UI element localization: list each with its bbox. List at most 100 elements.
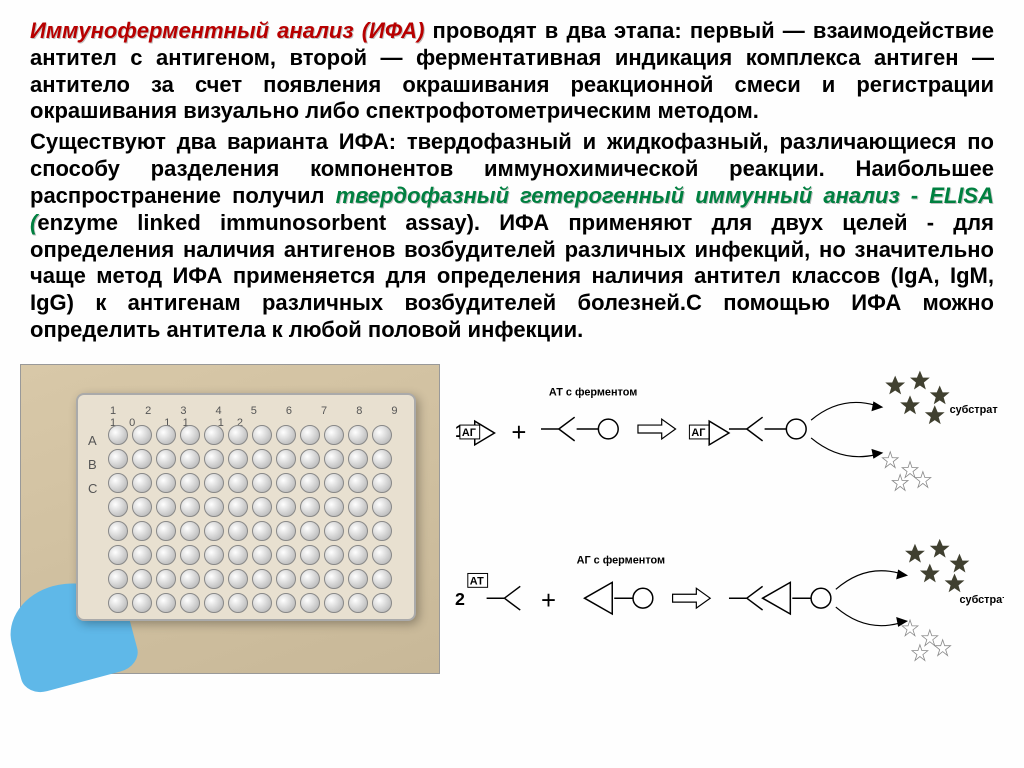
well	[228, 521, 248, 541]
well	[300, 593, 320, 613]
well	[276, 425, 296, 445]
well	[300, 473, 320, 493]
well	[324, 473, 344, 493]
row-a: A	[88, 429, 97, 453]
well	[132, 545, 152, 565]
well	[276, 545, 296, 565]
well	[132, 473, 152, 493]
well	[348, 521, 368, 541]
diagram-svg: 1 АГ + АТ с ферментом АГ	[450, 364, 1004, 684]
well	[348, 593, 368, 613]
well	[108, 425, 128, 445]
well	[180, 593, 200, 613]
well	[228, 545, 248, 565]
well	[132, 497, 152, 517]
well	[108, 593, 128, 613]
row2-ag-enzyme: АГ с ферментом	[577, 555, 665, 567]
microplate-photo: 1 2 3 4 5 6 7 8 9 10 11 12 A B C	[20, 364, 440, 674]
well	[348, 545, 368, 565]
title-ifa: Иммуноферментный анализ (ИФА)	[30, 18, 424, 43]
well	[180, 449, 200, 469]
well	[324, 497, 344, 517]
well	[204, 593, 224, 613]
well	[156, 473, 176, 493]
well	[300, 521, 320, 541]
well	[156, 569, 176, 589]
row2-at: АТ	[470, 575, 484, 587]
well	[156, 425, 176, 445]
well	[276, 473, 296, 493]
well	[300, 425, 320, 445]
well	[276, 593, 296, 613]
well	[204, 569, 224, 589]
row1-substrate: субстрат	[950, 404, 999, 416]
well	[108, 497, 128, 517]
well	[132, 569, 152, 589]
well	[228, 425, 248, 445]
well	[372, 593, 392, 613]
well	[156, 449, 176, 469]
well	[252, 473, 272, 493]
well	[132, 425, 152, 445]
para2-post: enzyme linked immunosorbent assay). ИФА …	[30, 210, 994, 342]
well	[156, 545, 176, 565]
well	[324, 569, 344, 589]
well	[276, 521, 296, 541]
well	[132, 593, 152, 613]
well	[108, 521, 128, 541]
well	[180, 497, 200, 517]
well	[156, 497, 176, 517]
well	[108, 569, 128, 589]
well	[180, 569, 200, 589]
well	[180, 473, 200, 493]
plus-icon: +	[511, 419, 526, 447]
well	[252, 497, 272, 517]
well	[156, 521, 176, 541]
well	[156, 593, 176, 613]
row-b: B	[88, 453, 97, 477]
well	[204, 425, 224, 445]
row1-ag: АГ	[462, 427, 476, 439]
well	[324, 425, 344, 445]
row1-at-enzyme: АТ с ферментом	[549, 386, 637, 398]
text-content: Иммуноферментный анализ (ИФА) проводят в…	[0, 0, 1024, 358]
well	[228, 449, 248, 469]
well	[372, 545, 392, 565]
well	[252, 569, 272, 589]
well	[300, 569, 320, 589]
well	[204, 497, 224, 517]
plus-icon-2: +	[541, 587, 556, 615]
paragraph-2: Существуют два варианта ИФА: твердофазны…	[30, 129, 994, 344]
well	[228, 569, 248, 589]
well	[372, 497, 392, 517]
well	[204, 449, 224, 469]
well	[324, 593, 344, 613]
well	[300, 545, 320, 565]
well	[372, 521, 392, 541]
well	[180, 521, 200, 541]
bottom-area: 1 2 3 4 5 6 7 8 9 10 11 12 A B C	[0, 358, 1024, 684]
well	[252, 449, 272, 469]
well	[300, 449, 320, 469]
row1-ag2: АГ	[691, 427, 705, 439]
well	[132, 449, 152, 469]
well	[348, 473, 368, 493]
well	[300, 497, 320, 517]
well	[348, 425, 368, 445]
well	[204, 473, 224, 493]
well	[108, 545, 128, 565]
well	[372, 449, 392, 469]
well	[324, 449, 344, 469]
well	[108, 473, 128, 493]
well	[252, 521, 272, 541]
plate-row-labels: A B C	[88, 429, 97, 501]
well	[276, 449, 296, 469]
row-c: C	[88, 477, 97, 501]
well	[180, 545, 200, 565]
well	[324, 521, 344, 541]
reaction-diagrams: 1 АГ + АТ с ферментом АГ	[450, 364, 1004, 684]
microplate: 1 2 3 4 5 6 7 8 9 10 11 12 A B C	[76, 393, 416, 621]
well	[252, 425, 272, 445]
well	[204, 545, 224, 565]
well	[372, 425, 392, 445]
